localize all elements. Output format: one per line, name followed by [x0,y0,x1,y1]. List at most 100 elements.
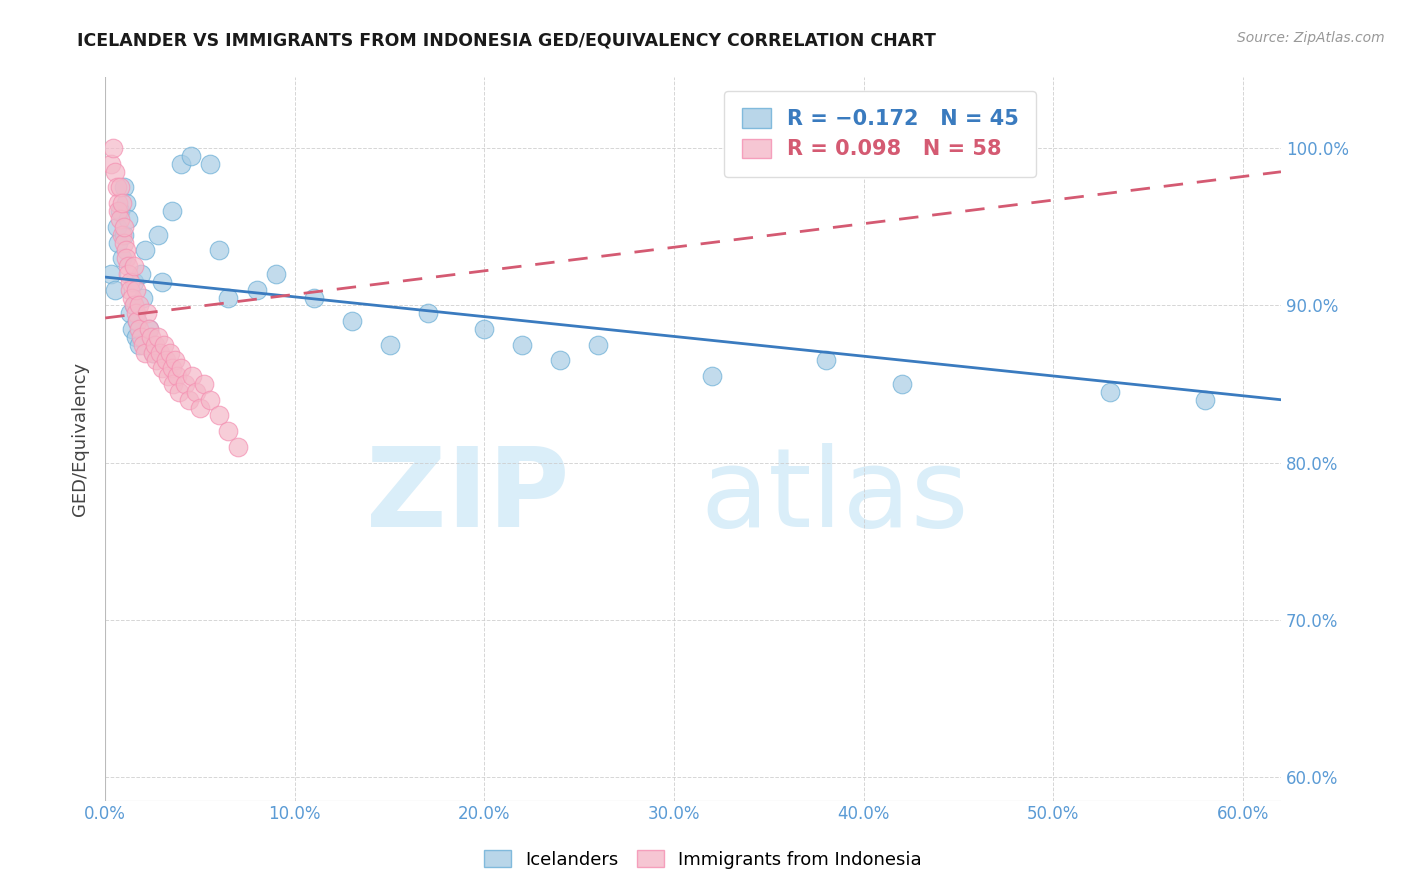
Point [138,322,160,336]
Point [150,361,173,376]
Point [111,252,134,266]
Point [115,196,138,211]
Point [165,353,187,368]
Point [155,353,177,368]
Point [132,337,155,351]
Point [128,322,150,336]
Text: atlas: atlas [700,443,969,550]
Point [128,337,150,351]
Point [104,165,127,179]
Point [112,180,135,194]
Point [110,180,132,194]
Point [100,267,122,281]
Point [124,330,146,344]
Point [132,291,155,305]
Point [170,361,193,376]
Point [101,141,124,155]
Point [111,227,134,242]
Point [122,298,145,312]
Point [167,384,190,399]
Legend: R = −0.172   N = 45, R = 0.098   N = 58: R = −0.172 N = 45, R = 0.098 N = 58 [724,91,1036,177]
Point [142,345,165,359]
Point [156,369,179,384]
Point [107,235,129,250]
Point [118,306,141,320]
Point [198,157,221,171]
Point [302,291,325,305]
Point [226,440,249,454]
Legend: Icelanders, Immigrants from Indonesia: Icelanders, Immigrants from Indonesia [477,843,929,876]
Point [128,298,150,312]
Point [150,275,173,289]
Point [100,157,122,171]
Point [890,376,912,391]
Point [512,337,534,351]
Point [148,227,170,242]
Point [112,219,135,234]
Point [129,330,152,344]
Point [170,157,193,171]
Point [700,369,723,384]
Point [149,345,172,359]
Point [105,180,128,194]
Point [115,252,138,266]
Point [550,353,572,368]
Point [218,291,240,305]
Point [105,219,128,234]
Point [145,353,167,368]
Point [117,259,139,273]
Point [138,322,160,336]
Point [129,267,152,281]
Point [122,298,145,312]
Point [117,267,139,281]
Point [186,384,208,399]
Point [107,196,129,211]
Point [112,235,135,250]
Y-axis label: GED/Equivalency: GED/Equivalency [72,362,89,516]
Point [208,409,231,423]
Point [188,401,211,415]
Point [198,392,221,407]
Point [474,322,496,336]
Point [107,204,129,219]
Point [121,291,143,305]
Point [160,361,183,376]
Point [142,345,165,359]
Point [134,345,156,359]
Point [122,259,145,273]
Point [166,369,188,384]
Point [1194,392,1216,407]
Point [143,337,166,351]
Point [104,283,127,297]
Point [1099,384,1122,399]
Point [136,306,159,320]
Point [110,204,132,219]
Point [134,244,156,258]
Point [148,330,170,344]
Point [181,369,204,384]
Point [588,337,610,351]
Point [118,275,141,289]
Text: ZIP: ZIP [366,443,569,550]
Point [127,314,149,328]
Point [177,392,200,407]
Text: Source: ZipAtlas.com: Source: ZipAtlas.com [1237,31,1385,45]
Point [122,275,145,289]
Point [121,322,143,336]
Point [264,267,287,281]
Point [112,227,135,242]
Point [153,337,176,351]
Point [160,204,183,219]
Point [139,330,162,344]
Point [218,424,240,438]
Point [180,149,202,163]
Point [173,376,195,391]
Point [115,244,138,258]
Point [124,306,146,320]
Point [162,376,184,391]
Point [118,283,141,297]
Point [117,211,139,226]
Point [124,283,146,297]
Point [814,353,837,368]
Text: ICELANDER VS IMMIGRANTS FROM INDONESIA GED/EQUIVALENCY CORRELATION CHART: ICELANDER VS IMMIGRANTS FROM INDONESIA G… [77,31,936,49]
